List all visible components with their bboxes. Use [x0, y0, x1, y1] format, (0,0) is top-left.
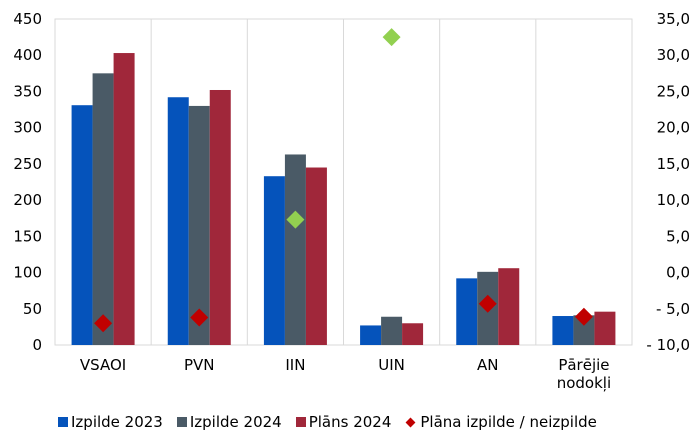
y-left-tick-label: 200: [13, 191, 42, 209]
legend-item: Plāna izpilde / neizpilde: [405, 413, 597, 431]
bar-plāns-2024: [113, 53, 135, 345]
y-right-tick-label: 30,0: [657, 46, 690, 64]
category-label: IIN: [285, 356, 305, 374]
legend-swatch: [58, 417, 68, 427]
bar-izpilde-2024: [92, 73, 114, 345]
y-right-tick-label: 0,0: [666, 264, 690, 282]
y-right-tick-label: 25,0: [657, 82, 690, 100]
plan-execution-marker: [574, 307, 593, 326]
bar-izpilde-2024: [573, 315, 595, 345]
y-right-tick-label: 15,0: [657, 155, 690, 173]
bar-izpilde-2023: [456, 278, 478, 345]
legend-swatch: [295, 417, 306, 427]
legend-label: Izpilde 2023: [71, 413, 163, 431]
category-label: nodokļi: [557, 374, 611, 392]
y-left-tick-label: 150: [13, 227, 42, 245]
plan-execution-marker: [190, 308, 209, 327]
plan-execution-marker: [94, 314, 113, 333]
legend: Izpilde 2023 Izpilde 2024 Plāns 2024 Plāna …: [58, 412, 611, 432]
y-left-tick-label: 250: [13, 155, 42, 173]
y-right-tick-label: 20,0: [657, 119, 690, 137]
bar-izpilde-2023: [552, 316, 574, 345]
bar-plāns-2024: [594, 311, 616, 345]
bar-izpilde-2024: [284, 154, 306, 345]
bar-plāns-2024: [498, 268, 520, 345]
y-left-tick-label: 0: [32, 336, 42, 354]
legend-item: Plāns 2024: [295, 413, 392, 431]
legend-diamond-marker: [405, 417, 416, 427]
bar-izpilde-2024: [381, 316, 403, 345]
bar-izpilde-2023: [71, 105, 93, 345]
y-right-tick-label: 35,0: [657, 10, 690, 28]
y-left-tick-label: 350: [13, 82, 42, 100]
legend-label: Izpilde 2024: [189, 413, 282, 431]
category-label: AN: [477, 356, 498, 374]
legend-label: Plāna izpilde / neizpilde: [420, 413, 597, 431]
bar-izpilde-2023: [263, 176, 285, 345]
category-label: UIN: [378, 356, 405, 374]
bar-plāns-2024: [402, 323, 424, 345]
y-left-tick-label: 100: [13, 264, 42, 282]
bar-izpilde-2024: [188, 105, 210, 345]
category-label: Pārējie: [558, 356, 609, 374]
bar-plāns-2024: [305, 167, 327, 345]
y-left-tick-label: 450: [13, 10, 42, 28]
legend-item: Izpilde 2024: [176, 413, 282, 431]
category-label: PVN: [184, 356, 215, 374]
y-right-tick-label: 5,0: [666, 227, 690, 245]
plan-execution-marker: [286, 210, 305, 229]
y-right-tick-label: 10,0: [657, 191, 690, 209]
y-right-tick-label: - 10,0: [646, 336, 690, 354]
plan-execution-marker: [478, 294, 497, 313]
y-right-tick-label: - 5,0: [656, 300, 690, 318]
y-left-tick-label: 300: [13, 119, 42, 137]
bar-izpilde-2023: [360, 325, 382, 345]
legend-item: Izpilde 2023: [58, 413, 163, 431]
legend-swatch: [176, 417, 187, 427]
category-label: VSAOI: [80, 356, 126, 374]
bar-izpilde-2023: [167, 97, 189, 346]
y-left-tick-label: 400: [13, 46, 42, 64]
legend-label: Plāns 2024: [308, 413, 392, 431]
plan-execution-marker: [382, 28, 401, 47]
bar-plāns-2024: [209, 89, 231, 346]
y-left-tick-label: 50: [23, 300, 42, 318]
